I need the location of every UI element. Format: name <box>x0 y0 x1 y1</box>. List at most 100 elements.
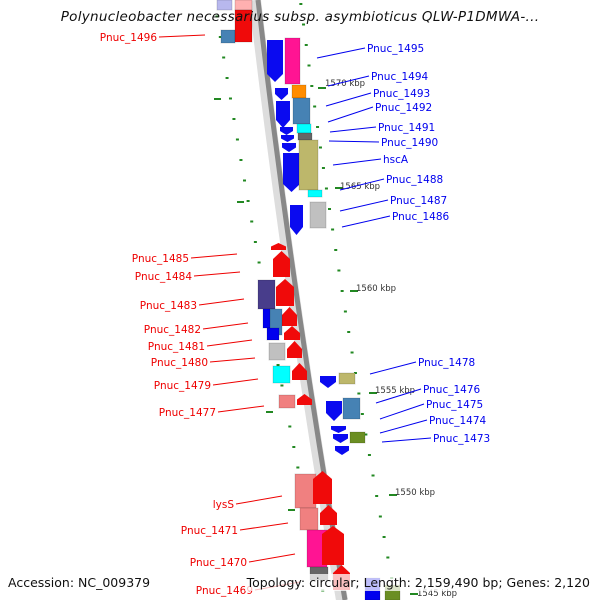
major-tick <box>335 187 343 189</box>
tick-mark <box>276 364 280 366</box>
gene-label: Pnuc_1480 <box>151 357 208 369</box>
gene-box <box>338 372 356 385</box>
label-leader <box>379 419 428 434</box>
label-leader <box>325 92 372 107</box>
gene-label: Pnuc_1475 <box>426 399 483 411</box>
gene-label: Pnuc_1473 <box>433 433 490 445</box>
ruler-label: 1560 kbp <box>356 284 396 294</box>
label-leader <box>327 75 370 87</box>
gene-box <box>342 397 361 420</box>
label-leader <box>248 553 296 563</box>
label-leader <box>202 322 249 330</box>
major-tick <box>369 392 377 394</box>
tick-mark <box>350 351 354 354</box>
gene-arrow-up <box>284 326 300 340</box>
gene-label: Pnuc_1471 <box>181 525 238 537</box>
gene-label: Pnuc_1474 <box>429 415 487 427</box>
label-leader <box>217 405 265 413</box>
gene-label: Pnuc_1476 <box>423 384 481 396</box>
gene-arrow-up <box>297 394 312 405</box>
label-leader <box>339 199 389 212</box>
gene-arrow-up <box>287 341 302 358</box>
gene-arrow-up <box>322 526 344 565</box>
tick-mark <box>360 413 364 415</box>
gene-arrow-down <box>281 135 294 142</box>
gene-box <box>296 123 312 134</box>
map-title: Polynucleobacter necessarius subsp. asym… <box>60 9 540 25</box>
gene-box <box>349 431 366 444</box>
label-leader <box>329 126 377 133</box>
tick-mark <box>250 220 254 223</box>
gene-arrow-down <box>282 143 296 152</box>
tick-mark <box>378 515 382 518</box>
label-leader <box>209 357 256 363</box>
tick-mark <box>307 64 311 67</box>
gene-label: Pnuc_1481 <box>148 341 205 353</box>
gene-arrow-down <box>276 101 290 128</box>
gene-arrow-down <box>267 40 283 82</box>
gene-box <box>220 29 236 44</box>
label-leader <box>327 106 374 123</box>
gene-label: Pnuc_1483 <box>140 300 197 312</box>
gene-box <box>298 139 319 191</box>
gene-label: Pnuc_1495 <box>367 43 424 55</box>
ruler-label: 1550 kbp <box>395 488 435 498</box>
gene-label: Pnuc_1469 <box>196 585 253 597</box>
gene-arrow-up <box>282 307 297 326</box>
gene-arrow-up <box>276 279 294 306</box>
gene-arrow-down <box>335 446 349 455</box>
label-leader <box>206 339 253 347</box>
ruler-label: 1565 kbp <box>340 182 380 192</box>
tick-mark <box>375 495 379 497</box>
gene-label: Pnuc_1491 <box>378 122 435 134</box>
tick-mark <box>328 208 331 210</box>
label-leader <box>381 437 432 443</box>
ruler-label: 1545 kbp <box>417 589 457 599</box>
gene-label: Pnuc_1488 <box>386 174 443 186</box>
gene-label: Pnuc_1478 <box>418 357 475 369</box>
label-leader <box>328 140 380 143</box>
major-tick <box>214 98 221 100</box>
gene-arrow-down <box>331 426 346 433</box>
tick-mark <box>347 331 351 333</box>
label-leader <box>158 34 206 38</box>
gene-arrow-down <box>290 205 303 235</box>
major-tick <box>389 494 397 496</box>
tick-mark <box>316 126 320 128</box>
tick-mark <box>225 77 229 79</box>
gene-arrow-up <box>273 251 290 277</box>
ruler-label: 1555 kbp <box>375 386 415 396</box>
major-tick <box>288 509 295 511</box>
gene-arrow-up <box>313 471 332 504</box>
tick-mark <box>218 36 222 38</box>
tick-mark <box>340 290 344 292</box>
gene-arrow-down <box>320 376 336 388</box>
label-leader <box>341 215 391 228</box>
tick-mark <box>321 167 325 169</box>
tick-mark <box>386 556 390 559</box>
summary-text: Topology: circular; Length: 2,159,490 bp… <box>244 574 592 591</box>
tick-mark <box>253 241 257 243</box>
tick-mark <box>296 466 300 469</box>
tick-mark <box>343 310 347 313</box>
accession-text: Accession: NC_009379 <box>6 574 153 591</box>
tick-mark <box>382 536 386 538</box>
gene-box <box>216 0 233 11</box>
tick-mark <box>292 446 296 448</box>
label-leader <box>332 158 382 166</box>
tick-mark <box>239 159 243 161</box>
tick-mark <box>313 105 317 108</box>
label-leader <box>193 271 241 277</box>
label-leader <box>316 47 366 59</box>
gene-label: hscA <box>383 154 409 166</box>
gene-box <box>266 327 280 341</box>
major-tick <box>237 201 244 203</box>
gene-label: Pnuc_1487 <box>390 195 447 207</box>
tick-mark <box>232 118 236 120</box>
tick-mark <box>299 3 303 5</box>
tick-mark <box>304 44 308 46</box>
gene-box <box>297 132 313 141</box>
gene-box <box>278 394 296 409</box>
